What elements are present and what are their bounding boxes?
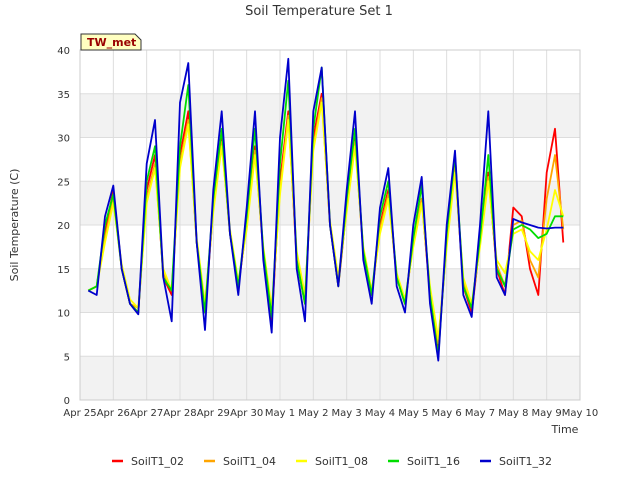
y-tick-label: 40	[57, 46, 70, 57]
y-tick-label: 25	[57, 177, 70, 188]
x-tick-label: May 7	[465, 408, 495, 419]
x-tick-label: Apr 27	[130, 408, 163, 419]
y-tick-label: 30	[57, 134, 70, 145]
y-tick-label: 5	[64, 352, 70, 363]
x-tick-label: Apr 28	[163, 408, 196, 419]
background-band	[80, 137, 580, 182]
x-tick-label: Apr 26	[97, 408, 130, 419]
y-tick-label: 20	[57, 221, 70, 232]
x-tick-label: May 4	[365, 408, 395, 419]
x-axis-ticks: Apr 25 Apr 26 Apr 27 Apr 28 Apr 29 Apr 30 May …	[63, 408, 598, 419]
x-tick-label: Apr 30	[230, 408, 263, 419]
y-tick-label: 35	[57, 90, 70, 101]
series-line-soilt1_32	[87, 57, 564, 362]
x-tick-label: May 9	[532, 408, 562, 419]
x-tick-label: May 6	[432, 408, 462, 419]
x-tick-label: May 10	[562, 408, 599, 419]
y-tick-label: 0	[64, 396, 70, 407]
x-tick-label: Apr 25	[63, 408, 96, 419]
x-tick-label: May 3	[332, 408, 362, 419]
site-label: TW_met	[87, 36, 136, 49]
legend: SoilT1_02 SoilT1_04 SoilT1_08 SoilT1_16 Soil…	[112, 455, 552, 468]
legend-label: SoilT1_02	[131, 455, 184, 468]
x-tick-label: Apr 29	[197, 408, 230, 419]
site-label-box: TW_met	[80, 33, 142, 51]
background-band	[80, 356, 580, 400]
legend-label: SoilT1_08	[315, 455, 368, 468]
y-tick-label: 15	[57, 265, 70, 276]
legend-label: SoilT1_04	[223, 455, 276, 468]
x-axis-label: Time	[551, 423, 579, 436]
plot-frame	[79, 49, 581, 401]
series-layer	[87, 57, 565, 362]
legend-label: SoilT1_32	[499, 455, 552, 468]
background-band	[80, 50, 580, 94]
y-tick-label: 10	[57, 309, 70, 320]
background-band	[80, 93, 580, 138]
x-tick-label: May 8	[498, 408, 528, 419]
x-tick-label: May 2	[298, 408, 328, 419]
site-label-frame	[80, 33, 142, 51]
y-axis-label: Soil Temperature (C)	[8, 169, 21, 282]
chart-title: Soil Temperature Set 1	[245, 4, 393, 19]
x-tick-label: May 1	[265, 408, 295, 419]
legend-label: SoilT1_16	[407, 455, 460, 468]
y-axis-ticks: 0 5 10 15 20 25 30 35 40	[57, 46, 70, 407]
background-band	[80, 312, 580, 357]
x-tick-label: May 5	[398, 408, 428, 419]
